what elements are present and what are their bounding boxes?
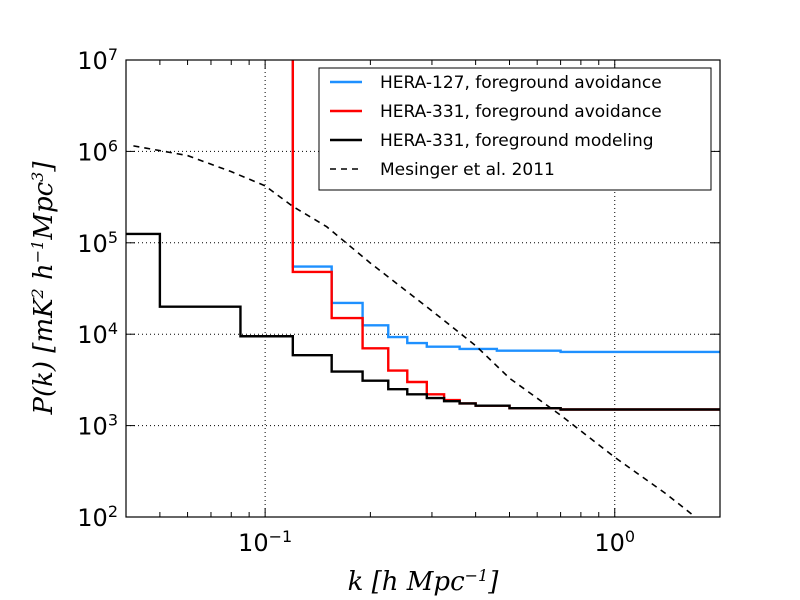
y-tick-label: 106 [77,136,118,167]
y-axis-label: P(k) [mK2 h−1Mpc3] [28,161,60,416]
series-line-3 [126,232,720,411]
legend-label-1: HERA-127, foreground avoidance [380,73,662,93]
x-tick-labels: 10−1 100 [238,527,635,558]
x-tick-label: 100 [594,527,635,558]
legend: HERA-127, foreground avoidance HERA-331, … [318,67,712,191]
x-axis-label: k [h Mpc−1] [348,566,500,598]
y-tick-label: 102 [77,502,118,533]
series-group [126,60,720,517]
plot-frame [125,59,721,518]
series-line-4 [133,145,696,517]
y-tick-label: 105 [77,227,118,257]
axis-ticks [126,59,720,518]
y-tick-label: 104 [77,319,118,350]
legend-label-2: HERA-331, foreground avoidance [380,102,662,122]
legend-label-3: HERA-331, foreground modeling [380,131,654,151]
y-tick-label: 103 [77,410,118,441]
legend-label-4: Mesinger et al. 2011 [380,160,555,180]
y-tick-labels: 102 103 104 105 106 107 [77,45,118,533]
x-tick-label: 10−1 [238,527,292,558]
y-tick-label: 107 [77,45,118,76]
legend-box [318,67,712,191]
